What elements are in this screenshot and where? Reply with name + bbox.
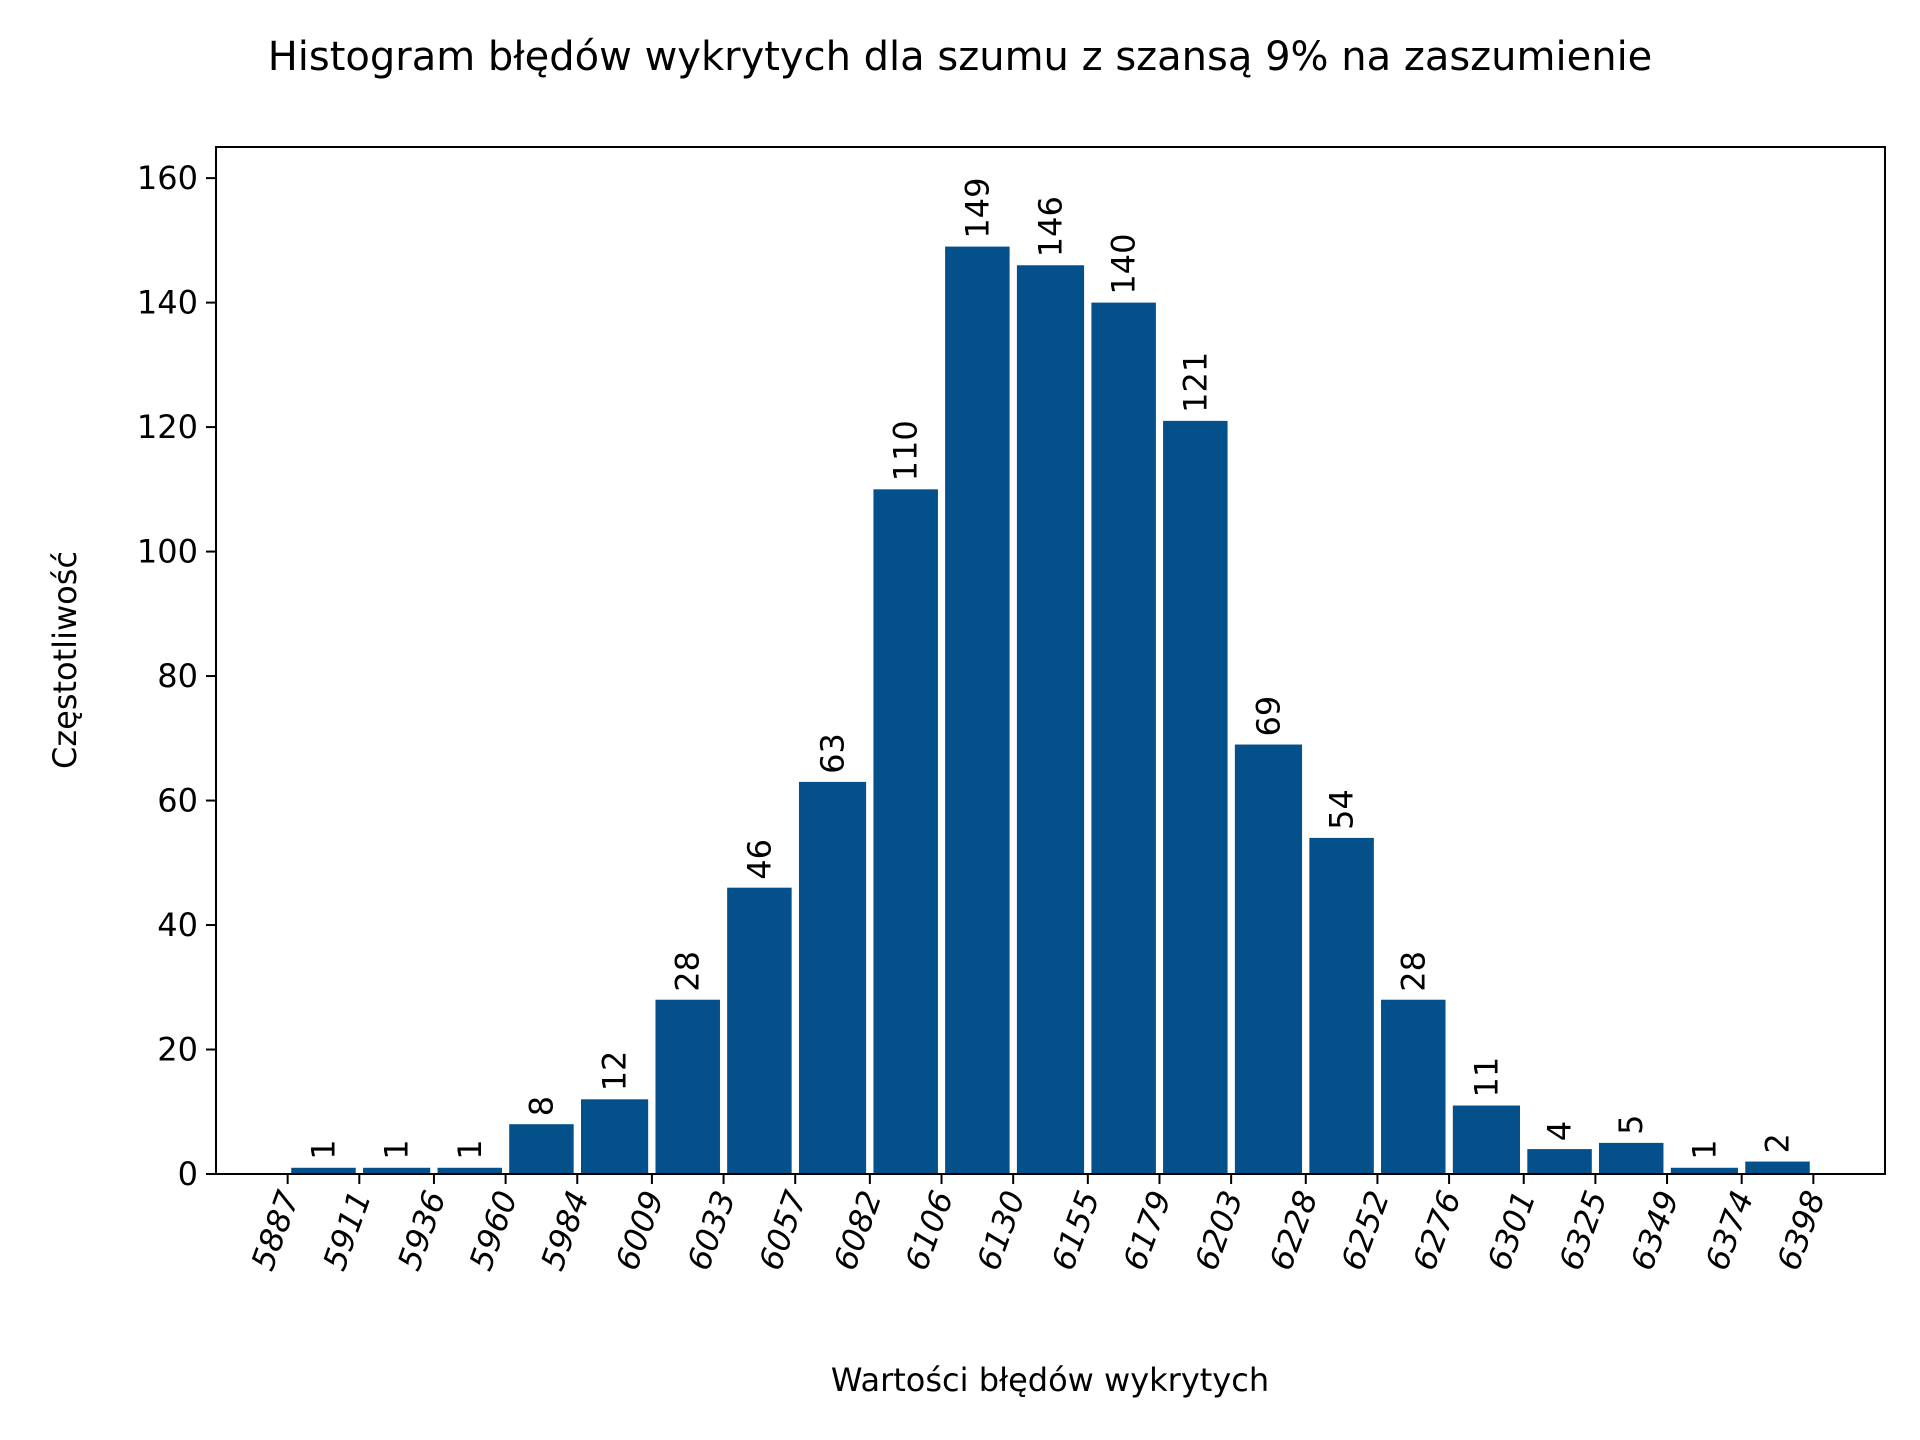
bar-value-label: 5 [1612, 1115, 1650, 1135]
histogram-bar [1091, 302, 1156, 1174]
bar-value-label: 2 [1759, 1133, 1797, 1153]
y-tick-label: 20 [157, 1031, 198, 1069]
bar-value-label: 12 [596, 1051, 634, 1092]
bar-value-label: 11 [1467, 1057, 1505, 1098]
histogram-bar [1670, 1167, 1738, 1174]
histogram-bar [727, 887, 792, 1174]
histogram-bar [1234, 744, 1303, 1174]
bar-value-label: 1 [378, 1139, 416, 1159]
plot-frame [215, 146, 1886, 1175]
histogram-bar [1745, 1161, 1810, 1174]
histogram-bar [798, 781, 867, 1174]
histogram-bar [581, 1099, 649, 1174]
histogram-bar [655, 999, 720, 1174]
bar-value-label: 54 [1323, 789, 1361, 830]
histogram-bar [1452, 1105, 1520, 1174]
bar-value-label: 8 [522, 1096, 560, 1116]
bars-layer [291, 246, 1810, 1175]
y-tick-label: 80 [157, 657, 198, 695]
y-tick-label: 40 [157, 906, 198, 944]
histogram-bar [873, 489, 938, 1175]
bar-value-label: 28 [1394, 951, 1432, 992]
y-tick-label: 100 [137, 533, 198, 571]
y-tick-label: 60 [157, 782, 198, 820]
bar-value-label: 63 [814, 733, 852, 774]
chart-title: Histogram błędów wykrytych dla szumu z s… [268, 34, 1653, 80]
histogram-bar [509, 1124, 574, 1174]
bar-value-label: 28 [669, 951, 707, 992]
y-tick-label: 160 [137, 159, 198, 197]
y-tick-label: 0 [178, 1155, 198, 1193]
histogram-bar [1309, 837, 1374, 1174]
histogram-bar [1598, 1142, 1664, 1174]
bar-value-label: 110 [887, 420, 925, 481]
histogram-bar [291, 1167, 356, 1174]
bar-value-label: 1 [304, 1139, 342, 1159]
x-axis-label: Wartości błędów wykrytych [831, 1361, 1269, 1399]
histogram-bar [1527, 1149, 1592, 1174]
bar-value-label: 4 [1541, 1121, 1579, 1141]
histogram-bar [1163, 420, 1228, 1174]
histogram-bar [437, 1167, 503, 1174]
y-tick-label: 120 [137, 408, 198, 446]
bar-value-label: 1 [1685, 1139, 1723, 1159]
y-tick-label: 140 [137, 284, 198, 322]
histogram-bar [1381, 999, 1446, 1174]
histogram-bar [1016, 265, 1085, 1174]
bar-value-label: 149 [958, 178, 996, 239]
y-axis-label: Częstotliwość [46, 551, 84, 769]
bar-value-label: 1 [451, 1139, 489, 1159]
bar-value-label: 69 [1249, 696, 1287, 737]
bar-value-label: 121 [1176, 352, 1214, 413]
y-axis: 0 20 40 60 80 100 120 140 160 [137, 159, 216, 1193]
bar-value-label: 140 [1105, 234, 1143, 295]
bar-value-label: 146 [1032, 196, 1070, 257]
bar-value-label: 46 [740, 839, 778, 880]
histogram-bar [363, 1167, 431, 1174]
histogram-bar [945, 246, 1010, 1175]
